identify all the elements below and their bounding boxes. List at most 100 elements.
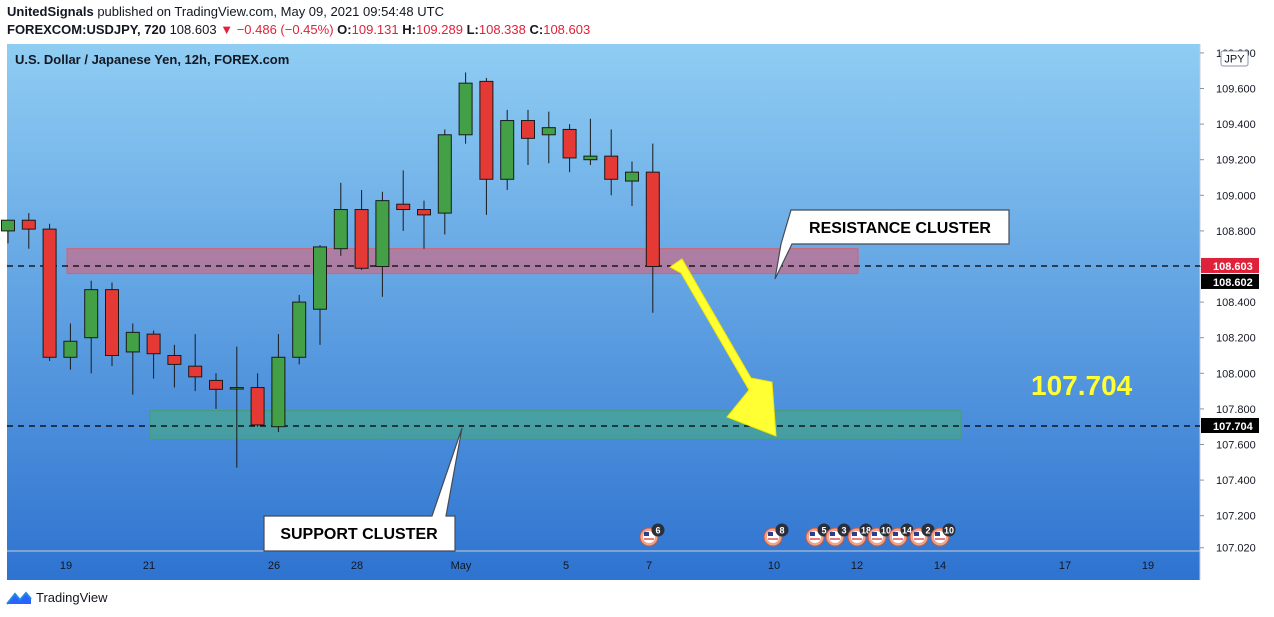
- price-line-badge: [1201, 257, 1259, 273]
- candle-body: [458, 82, 473, 136]
- y-tick-label: 107.400: [1216, 475, 1256, 487]
- candle-body: [645, 171, 660, 267]
- us-flag-icon-canton: [935, 532, 940, 536]
- x-tick-label: 7: [646, 560, 652, 572]
- x-tick-label: 5: [563, 560, 569, 572]
- y-tick-label: 108.400: [1216, 297, 1256, 309]
- us-flag-icon-canton: [914, 532, 919, 536]
- candle-body: [396, 203, 411, 211]
- price-lines: 108.603 107.704 108.602: [7, 257, 1259, 433]
- close-label: C:: [529, 22, 544, 37]
- event-count: 2: [925, 526, 930, 536]
- tradingview-logo-icon: [6, 590, 32, 605]
- resistance-callout-label: RESISTANCE CLUSTER: [809, 220, 991, 237]
- event-count-badge: [775, 523, 789, 537]
- candle-body: [167, 355, 182, 365]
- us-flag-icon-canton: [768, 532, 773, 536]
- event-marker[interactable]: 10: [867, 523, 893, 547]
- open-value: 109.131: [351, 22, 399, 37]
- author-name[interactable]: UnitedSignals: [7, 4, 94, 19]
- y-tick-label: 109.200: [1216, 155, 1256, 167]
- candles: [1, 72, 660, 468]
- plot-background: [7, 44, 1200, 580]
- x-axis: 19 21 26 28 May 5 7 10 12 14 17 19: [60, 560, 1154, 572]
- support-callout-label: SUPPORT CLUSTER: [280, 526, 438, 543]
- event-count: 5: [821, 526, 826, 536]
- candle-body: [146, 333, 161, 355]
- us-flag-icon-canton: [810, 532, 815, 536]
- candle-body: [541, 127, 556, 136]
- candle-body: [500, 120, 515, 180]
- y-tick-label: 109.600: [1216, 84, 1256, 96]
- price-chart[interactable]: 107.020 107.200 107.400 107.600 107.800 108.0…: [0, 40, 1274, 585]
- price-line-badge: [1201, 417, 1259, 433]
- price-line-badge-label: 107.704: [1213, 421, 1254, 433]
- symbol-name: FOREXCOM:USDJPY, 720: [7, 22, 166, 37]
- event-count: 6: [655, 526, 660, 536]
- event-marker[interactable]: 2: [909, 523, 935, 547]
- event-count: 18: [861, 526, 871, 536]
- us-flag-icon-canton: [852, 532, 857, 536]
- down-triangle-icon: ▼: [220, 22, 234, 37]
- last-price-badge-label: 108.602: [1213, 277, 1253, 289]
- x-tick-label: 21: [143, 560, 155, 572]
- x-tick-label: 14: [934, 560, 946, 572]
- currency-badge: [1220, 50, 1249, 67]
- target-arrow: [669, 258, 777, 437]
- us-flag-icon-canton: [872, 532, 877, 536]
- candle-body: [188, 365, 203, 378]
- last-price: 108.603: [169, 22, 217, 37]
- tradingview-footer[interactable]: TradingView: [6, 590, 108, 605]
- event-marker[interactable]: 3: [825, 523, 851, 547]
- price-change: −0.486 (−0.45%): [236, 22, 334, 37]
- event-count: 3: [841, 526, 846, 536]
- x-tick-label: 17: [1059, 560, 1071, 572]
- event-count-badge: [942, 523, 956, 537]
- candle-body: [42, 228, 57, 358]
- candle-body: [1, 219, 15, 232]
- price-line-badge-label: 108.603: [1213, 261, 1253, 273]
- candle-body: [583, 155, 598, 161]
- event-marker[interactable]: 8: [763, 523, 789, 547]
- event-marker[interactable]: 14: [888, 523, 914, 547]
- candle-body: [125, 331, 140, 353]
- event-count-badge: [837, 523, 851, 537]
- published-text: published on TradingView.com, May 09, 20…: [97, 4, 444, 19]
- candle-body: [250, 387, 265, 426]
- x-tick-label: May: [451, 560, 472, 572]
- candle-body: [333, 209, 348, 250]
- event-marker[interactable]: 5: [805, 523, 831, 547]
- x-tick-label: 28: [351, 560, 363, 572]
- symbol-info: FOREXCOM:USDJPY, 720 108.603 ▼ −0.486 (−…: [7, 22, 590, 37]
- candle-body: [84, 289, 99, 339]
- open-label: O:: [337, 22, 352, 37]
- candle-body: [417, 209, 431, 216]
- event-marker[interactable]: 10: [930, 523, 956, 547]
- y-tick-label: 107.600: [1216, 440, 1256, 452]
- low-label: L:: [466, 22, 479, 37]
- candle-body: [63, 340, 78, 358]
- candle-body: [562, 128, 577, 159]
- x-tick-label: 12: [851, 560, 863, 572]
- price-axis-panel: [1200, 44, 1268, 580]
- event-marker[interactable]: 6: [639, 523, 665, 547]
- event-markers[interactable]: 6 8 5 3 18 10 14 2 10: [639, 523, 956, 547]
- y-tick-label: 108.800: [1216, 226, 1256, 238]
- chart-title: U.S. Dollar / Japanese Yen, 12h, FOREX.c…: [15, 52, 289, 67]
- candle-body: [354, 209, 369, 269]
- event-count: 8: [779, 526, 784, 536]
- publish-info: UnitedSignals published on TradingView.c…: [7, 4, 444, 19]
- tradingview-brand: TradingView: [36, 590, 108, 605]
- support-callout: [263, 427, 463, 552]
- y-tick-label: 108.200: [1216, 333, 1256, 345]
- candle-body: [604, 155, 619, 180]
- close-value: 108.603: [543, 22, 591, 37]
- candle-body: [209, 379, 223, 390]
- event-count-badge: [900, 523, 914, 537]
- event-count: 14: [902, 526, 912, 536]
- candle-body: [313, 246, 327, 310]
- target-price-label: 107.704: [1031, 370, 1133, 401]
- annotations: RESISTANCE CLUSTER SUPPORT CLUSTER 107.704: [263, 209, 1133, 552]
- y-tick-label: 107.800: [1216, 404, 1256, 416]
- high-value: 109.289: [415, 22, 463, 37]
